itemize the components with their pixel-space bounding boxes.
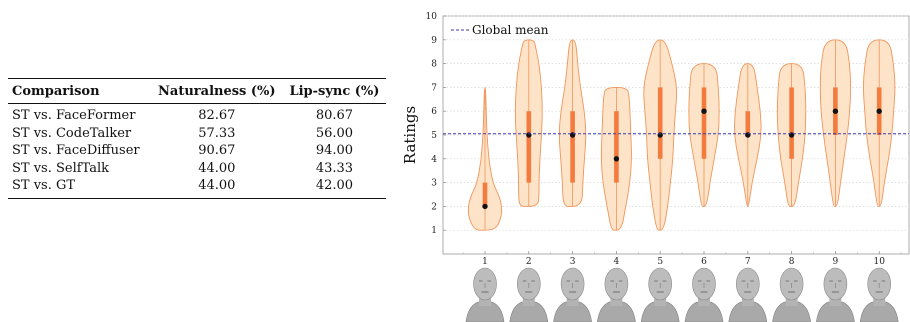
head-shoulders	[640, 301, 680, 322]
comparison-table-container: Comparison Naturalness (%) Lip-sync (%) …	[8, 78, 386, 199]
x-tick-label: 4	[614, 257, 620, 267]
median-dot-10	[876, 108, 882, 114]
head-render-5	[640, 267, 680, 322]
y-tick-label: 8	[431, 60, 437, 70]
cell-naturalness: 90.67	[198, 143, 236, 158]
y-tick-label: 10	[426, 12, 438, 22]
head-render-2	[509, 267, 549, 322]
cell-lip-sync: 56.00	[315, 125, 354, 141]
head-render-7	[728, 267, 768, 322]
median-dot-2	[526, 132, 532, 138]
legend-label-global-mean: Global mean	[472, 23, 549, 37]
x-tick-label: 5	[657, 257, 663, 267]
head-shoulders	[859, 301, 899, 322]
median-dot-9	[832, 108, 839, 114]
header-lip-sync: Lip-sync (%)	[289, 84, 380, 99]
median-dot-5	[657, 132, 663, 138]
head-shoulders	[684, 301, 724, 322]
y-tick-label: 5	[431, 131, 437, 141]
cell-comparison: ST vs. SelfTalk	[12, 160, 110, 176]
median-dot-1	[482, 203, 488, 210]
cell-comparison: ST vs. CodeTalker	[12, 125, 132, 141]
head-render-6	[684, 267, 724, 322]
table-row: ST vs. GT 44.00 42.00	[8, 177, 386, 198]
head-shoulders	[772, 301, 811, 322]
median-dot-8	[788, 132, 795, 138]
iqr-bar-5	[657, 87, 663, 159]
head-shoulders	[816, 301, 855, 322]
head-render-3	[553, 267, 592, 322]
y-tick-label: 4	[431, 155, 437, 165]
y-tick-label: 2	[431, 202, 437, 212]
x-tick-label: 7	[745, 257, 751, 267]
x-tick-label: 6	[701, 257, 707, 267]
iqr-bar-3	[570, 111, 575, 183]
iqr-bar-8	[789, 87, 794, 159]
cell-lip-sync: 43.33	[315, 160, 354, 176]
y-axis-title: Ratings	[401, 106, 419, 164]
table-row: ST vs. FaceDiffuser 90.67 94.00	[8, 142, 386, 160]
head-render-10	[859, 267, 899, 322]
head-render-9	[816, 267, 855, 322]
cell-lip-sync: 94.00	[315, 143, 354, 158]
y-tick-label: 7	[431, 83, 437, 93]
comparison-table: Comparison Naturalness (%) Lip-sync (%) …	[8, 78, 386, 199]
cell-naturalness: 82.67	[198, 108, 236, 123]
iqr-bar-2	[526, 111, 532, 183]
cell-comparison: ST vs. FaceFormer	[12, 108, 136, 123]
head-shoulders	[509, 301, 549, 322]
iqr-bar-7	[745, 111, 751, 135]
cell-comparison: ST vs. GT	[12, 178, 76, 193]
x-tick-label: 2	[526, 257, 532, 267]
y-tick-label: 1	[431, 226, 437, 236]
x-tick-label: 3	[570, 257, 576, 267]
x-tick-label: 8	[789, 257, 795, 267]
y-tick-label: 6	[431, 107, 437, 117]
cell-naturalness: 44.00	[198, 178, 236, 193]
head-render-4	[597, 267, 636, 322]
head-shoulders	[465, 301, 505, 322]
y-tick-label: 9	[431, 36, 437, 46]
head-render-1	[465, 267, 505, 322]
iqr-bar-4	[614, 111, 619, 183]
cell-naturalness: 57.33	[198, 125, 236, 141]
cell-naturalness: 44.00	[198, 160, 236, 176]
ratings-violin-chart-container: 1 2 3 4 5 6 7 8 9 10 1 2 3 4 5 6 7 8 9 10 Ratings Global mean	[398, 0, 910, 322]
x-tick-label: 1	[482, 257, 488, 267]
table-row: ST vs. CodeTalker 57.33 56.00	[8, 125, 386, 143]
median-dot-6	[701, 108, 707, 114]
table-header-row: Comparison Naturalness (%) Lip-sync (%)	[8, 78, 386, 104]
x-tick-label: 10	[873, 257, 885, 267]
median-dot-3	[569, 132, 576, 138]
median-dot-7	[745, 132, 751, 138]
header-comparison: Comparison	[12, 84, 100, 99]
head-render-8	[772, 267, 811, 322]
table-row: ST vs. SelfTalk 44.00 43.33	[8, 160, 386, 178]
cell-lip-sync: 42.00	[315, 178, 354, 193]
header-naturalness: Naturalness (%)	[158, 84, 276, 99]
iqr-bar-6	[701, 87, 707, 159]
x-tick-label: 9	[833, 257, 839, 267]
head-shoulders	[728, 301, 768, 322]
cell-comparison: ST vs. FaceDiffuser	[12, 143, 140, 158]
cell-lip-sync: 80.67	[315, 108, 354, 123]
y-tick-label: 3	[431, 179, 437, 189]
table-row: ST vs. FaceFormer 82.67 80.67	[8, 104, 386, 125]
iqr-bar-1	[482, 182, 488, 207]
head-shoulders	[553, 301, 592, 322]
ratings-violin-chart: 1 2 3 4 5 6 7 8 9 10 1 2 3 4 5 6 7 8 9 10 Ratings Global mean	[401, 12, 910, 322]
head-shoulders	[597, 301, 636, 322]
median-dot-4	[613, 156, 620, 162]
